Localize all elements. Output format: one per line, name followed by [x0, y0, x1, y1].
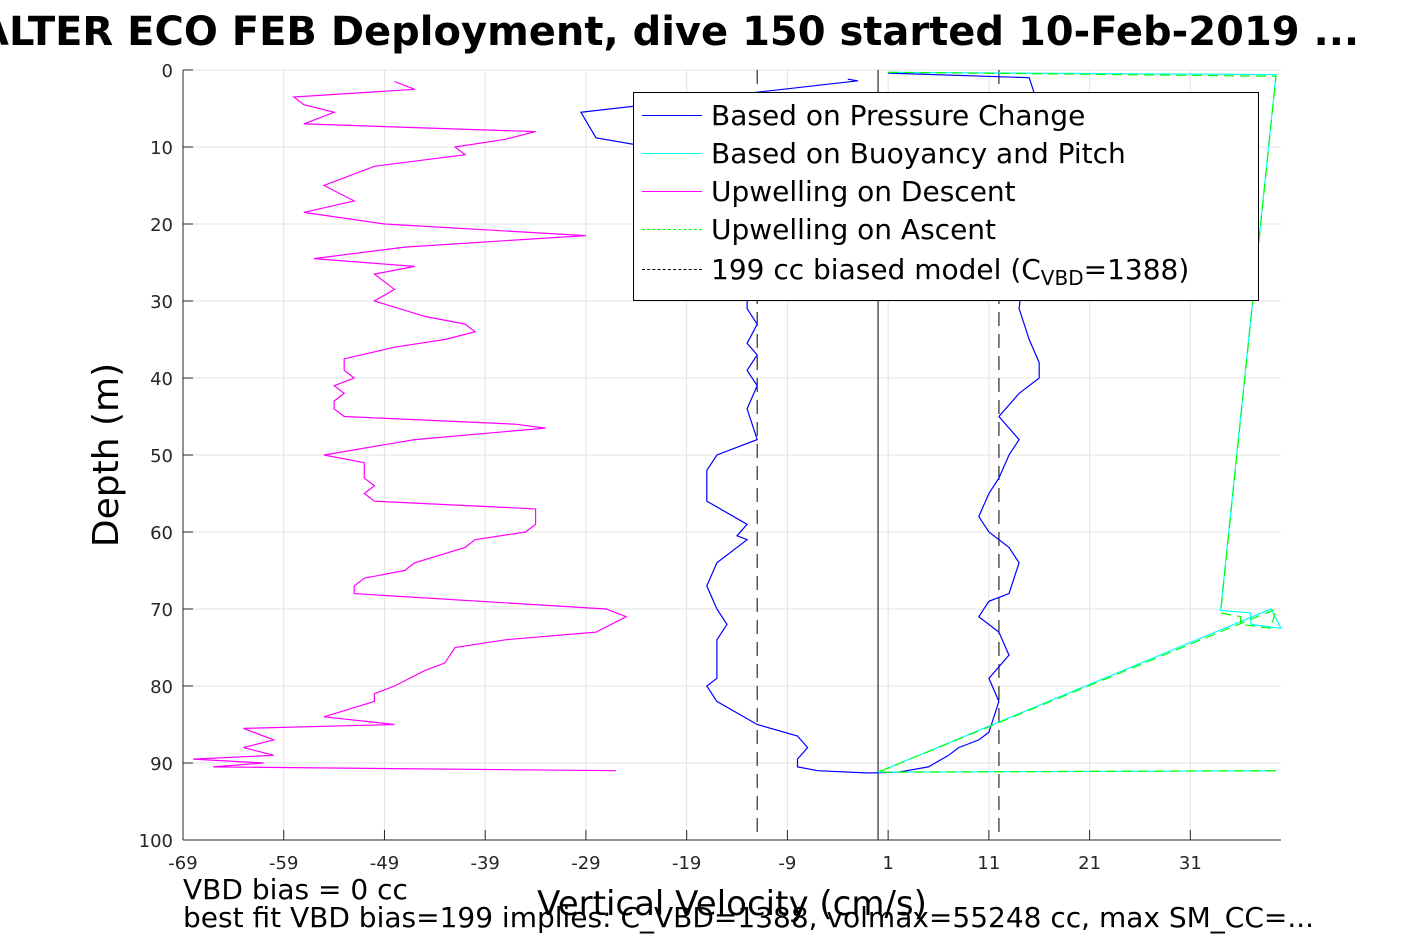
footer-vbd-bias: VBD bias = 0 cc: [183, 873, 408, 906]
x-axis-label: Vertical Velocity (cm/s): [537, 884, 927, 924]
legend-item-upwelling-ascent: Upwelling on Ascent: [634, 211, 1258, 249]
legend-item-upwelling-descent: Upwelling on Descent: [634, 173, 1258, 211]
y-tick-label: 10: [150, 138, 173, 159]
chart-title: ALTER ECO FEB Deployment, dive 150 start…: [0, 9, 1360, 55]
y-tick-label: 40: [150, 369, 173, 390]
x-tick-label: -29: [571, 853, 600, 874]
y-tick-label: 20: [150, 215, 173, 236]
y-tick-label: 60: [150, 523, 173, 544]
x-tick-label: 21: [1078, 853, 1101, 874]
y-tick-label: 100: [139, 831, 173, 852]
y-tick-label: 30: [150, 292, 173, 313]
footer-best-fit: best fit VBD bias=199 implies: C_VBD=138…: [183, 901, 1315, 934]
y-axis-label: Depth (m): [86, 363, 127, 547]
x-tick-label: -59: [269, 853, 298, 874]
y-tick-label: 50: [150, 446, 173, 467]
x-tick-label: -69: [168, 853, 197, 874]
y-tick-label: 80: [150, 677, 173, 698]
series-based-on-pressure-change: [579, 72, 1040, 774]
y-tick-label: 70: [150, 600, 173, 621]
series-upwelling-on-descent: [193, 80, 628, 772]
x-tick-label: -9: [778, 853, 796, 874]
axes: -69 -59 -49 -39 -29 -19 -9 1 11 21 310102030405060…: [139, 61, 1281, 874]
y-tick-label: 90: [150, 754, 173, 775]
legend-item-pressure: Based on Pressure Change: [634, 97, 1258, 135]
x-tick-label: -19: [672, 853, 701, 874]
legend-item-biased-model: 199 cc biased model (CVBD=1388): [634, 251, 1258, 290]
y-tick-label: 0: [162, 61, 173, 82]
legend: Based on Pressure Change Based on Buoyan…: [633, 92, 1259, 301]
x-tick-label: -39: [470, 853, 499, 874]
x-tick-label: 31: [1179, 853, 1202, 874]
legend-item-buoyancy: Based on Buoyancy and Pitch: [634, 135, 1258, 173]
x-tick-label: -49: [370, 853, 399, 874]
x-tick-label: 11: [977, 853, 1000, 874]
x-tick-label: 1: [882, 853, 893, 874]
